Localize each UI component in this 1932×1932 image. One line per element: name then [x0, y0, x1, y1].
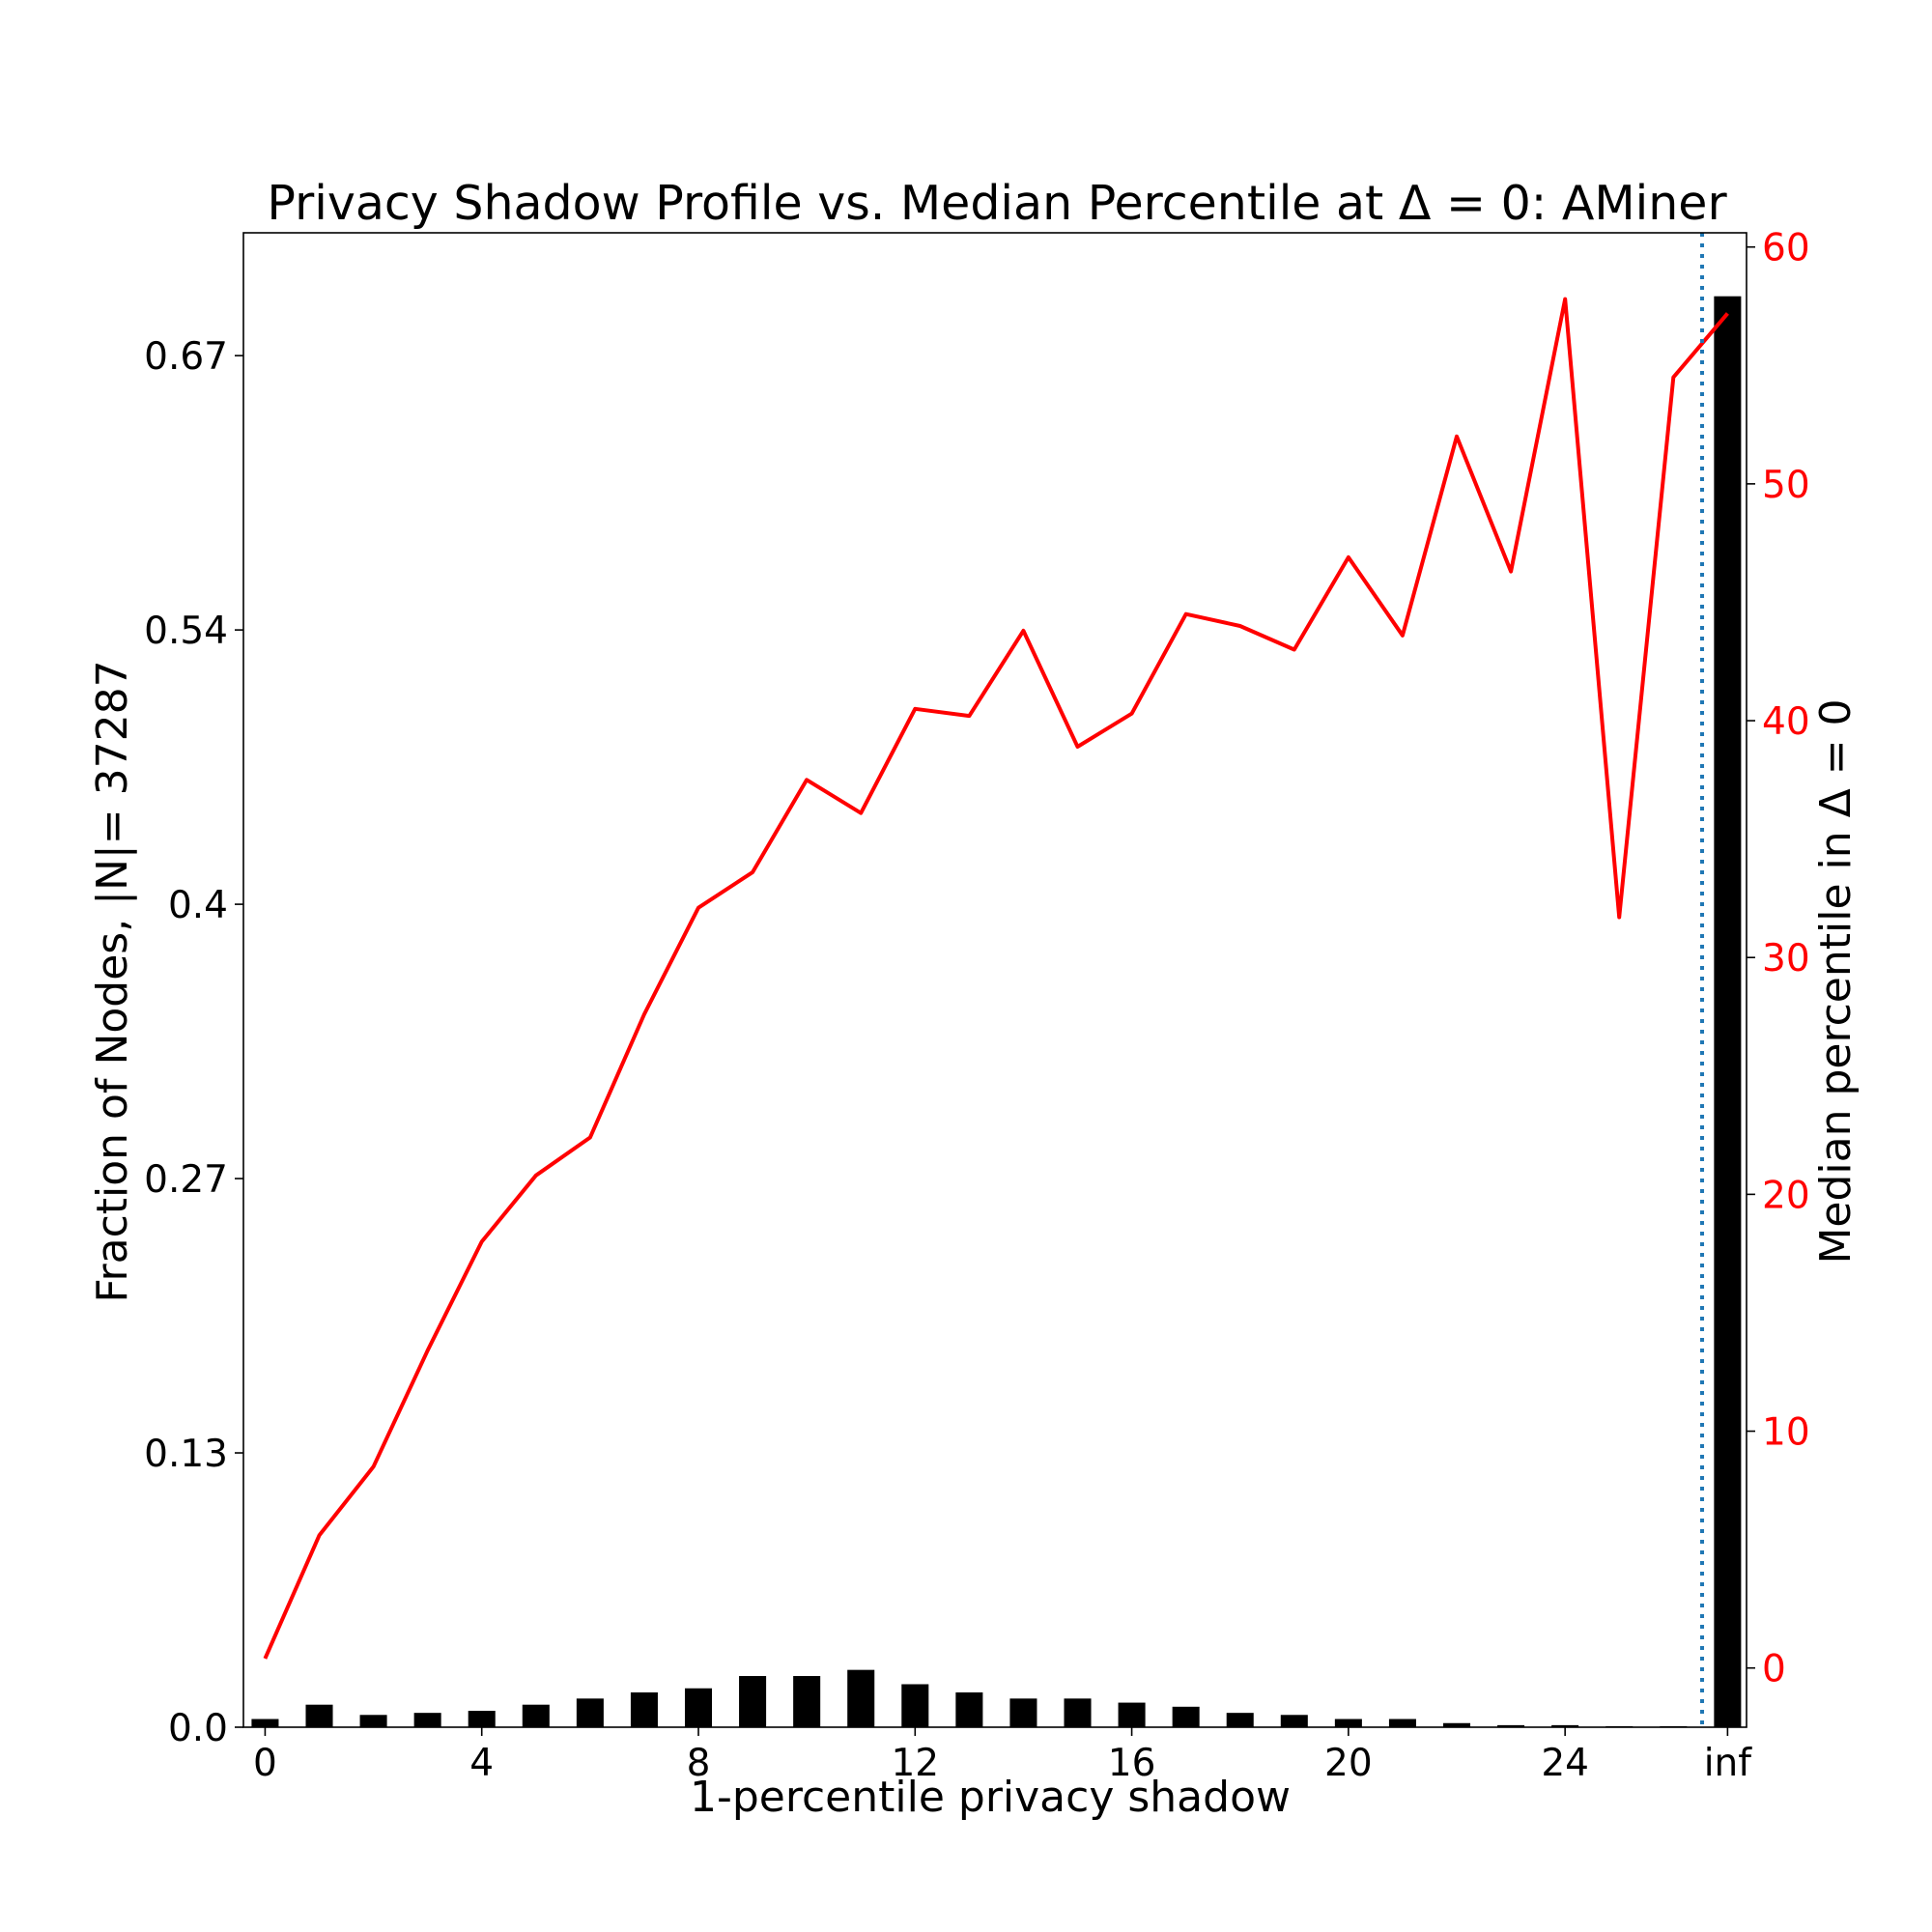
x-tick-label: 0 [253, 1742, 277, 1785]
bar-series [251, 296, 1742, 1727]
chart-title: Privacy Shadow Profile vs. Median Percen… [267, 176, 1727, 231]
y2-tick-label: 10 [1762, 1411, 1810, 1455]
bar [1280, 1715, 1308, 1727]
plot-frame [242, 232, 1747, 1728]
y2-tick-label: 0 [1762, 1648, 1786, 1691]
y-tick-label: 0.27 [144, 1158, 228, 1202]
x-tick-label: inf [1704, 1742, 1753, 1785]
x-tick-label: 4 [469, 1742, 494, 1785]
bar [468, 1711, 496, 1727]
x-tick-label: 16 [1108, 1742, 1156, 1785]
bar [413, 1713, 441, 1727]
y2-axis-label: Median percentile in Δ = 0 [1811, 698, 1861, 1264]
bar [251, 1719, 279, 1727]
bar [522, 1704, 550, 1727]
bar [1118, 1702, 1146, 1727]
y2-tick-label: 50 [1762, 464, 1810, 507]
y-tick-label: 0.4 [168, 884, 228, 927]
bar [1334, 1719, 1362, 1727]
line-series [263, 297, 1729, 1660]
bar [359, 1715, 387, 1727]
y2-tick-label: 40 [1762, 700, 1810, 744]
ticks: 0 4 8 12 16 20 24 inf 0.0 0.13 0.27 0.4 0.54 0.67 0 10 2… [144, 227, 1809, 1785]
bar [305, 1704, 333, 1727]
bar [1226, 1713, 1254, 1727]
bar [793, 1676, 821, 1727]
x-tick-label: 20 [1324, 1742, 1373, 1785]
x-tick-label: 12 [891, 1742, 939, 1785]
x-axis-label: 1-percentile privacy shadow [690, 1773, 1291, 1822]
y-axis-label: Fraction of Nodes, |N|= 37287 [88, 660, 137, 1302]
y2-tick-label: 20 [1762, 1174, 1810, 1217]
bar [576, 1698, 604, 1727]
x-tick-label: 24 [1541, 1742, 1589, 1785]
bar [1714, 296, 1742, 1727]
axes [242, 232, 1747, 1728]
bar [1442, 1722, 1471, 1727]
bar [1551, 1724, 1579, 1727]
y-tick-label: 0.0 [168, 1707, 228, 1750]
y2-tick-label: 30 [1762, 937, 1810, 980]
bar [1009, 1698, 1037, 1727]
y-tick-label: 0.67 [144, 335, 228, 379]
y2-tick-label: 60 [1762, 227, 1810, 270]
chart-title-group: Privacy Shadow Profile vs. Median Percen… [267, 176, 1727, 231]
bar [847, 1669, 875, 1727]
bar [1172, 1706, 1200, 1727]
bar [684, 1688, 713, 1727]
bar [739, 1676, 767, 1727]
bar [1064, 1698, 1092, 1727]
median-percentile-line [263, 297, 1729, 1660]
bar [955, 1691, 983, 1727]
bar [1388, 1719, 1416, 1727]
x-tick-label: 8 [687, 1742, 711, 1785]
bar [901, 1684, 929, 1727]
bar [630, 1691, 658, 1727]
y-tick-label: 0.13 [144, 1433, 228, 1476]
bar [1497, 1724, 1525, 1727]
y-tick-label: 0.54 [144, 610, 228, 653]
